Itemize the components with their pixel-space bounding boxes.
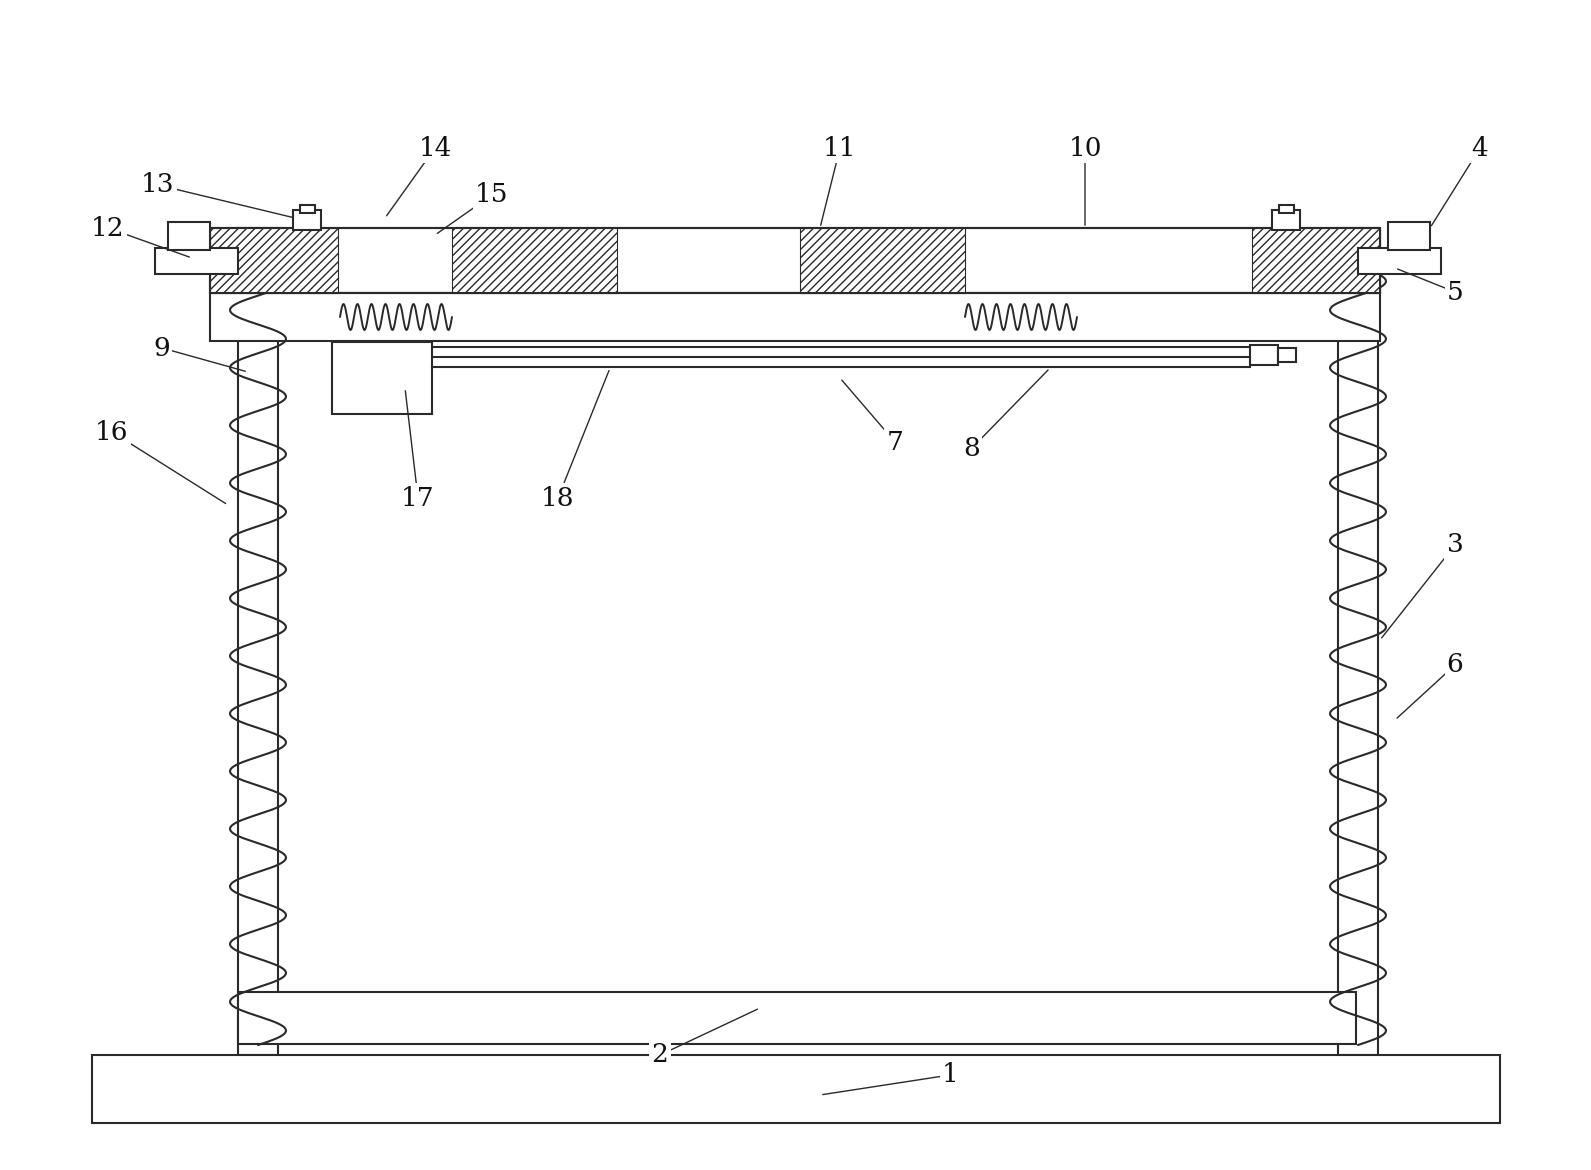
Text: 15: 15	[476, 183, 509, 207]
Bar	[301, 205, 315, 213]
Text: 8: 8	[964, 435, 980, 461]
Text: 10: 10	[1068, 136, 1101, 160]
Bar	[210, 228, 1379, 292]
Bar	[293, 209, 321, 230]
Bar	[210, 228, 337, 292]
Text: 5: 5	[1446, 280, 1464, 304]
Text: 17: 17	[401, 486, 434, 510]
Bar	[1251, 345, 1278, 365]
Text: 12: 12	[91, 215, 124, 241]
Bar	[239, 228, 278, 1055]
Text: 13: 13	[142, 172, 175, 198]
Bar	[1252, 228, 1379, 292]
Bar	[1279, 205, 1293, 213]
Text: 14: 14	[418, 136, 452, 160]
Bar	[1278, 347, 1297, 362]
Text: 3: 3	[1446, 532, 1464, 557]
Bar	[210, 292, 1379, 340]
Text: 6: 6	[1446, 653, 1464, 677]
Text: 16: 16	[95, 420, 129, 445]
Bar	[1387, 222, 1430, 250]
Bar	[1359, 248, 1441, 274]
Text: 7: 7	[886, 429, 904, 454]
Text: 9: 9	[154, 336, 170, 360]
Text: 2: 2	[652, 1042, 668, 1067]
Text: 11: 11	[823, 136, 856, 160]
Bar	[210, 228, 1379, 292]
Bar	[169, 222, 210, 250]
Text: 18: 18	[541, 486, 574, 510]
Bar	[1338, 228, 1378, 1055]
Bar	[1271, 209, 1300, 230]
Text: 4: 4	[1472, 136, 1488, 160]
Bar	[800, 228, 966, 292]
Bar	[239, 992, 1356, 1044]
Bar	[333, 342, 433, 414]
Text: 1: 1	[942, 1062, 958, 1087]
Bar	[92, 1055, 1500, 1123]
Bar	[452, 228, 617, 292]
Bar	[154, 248, 239, 274]
